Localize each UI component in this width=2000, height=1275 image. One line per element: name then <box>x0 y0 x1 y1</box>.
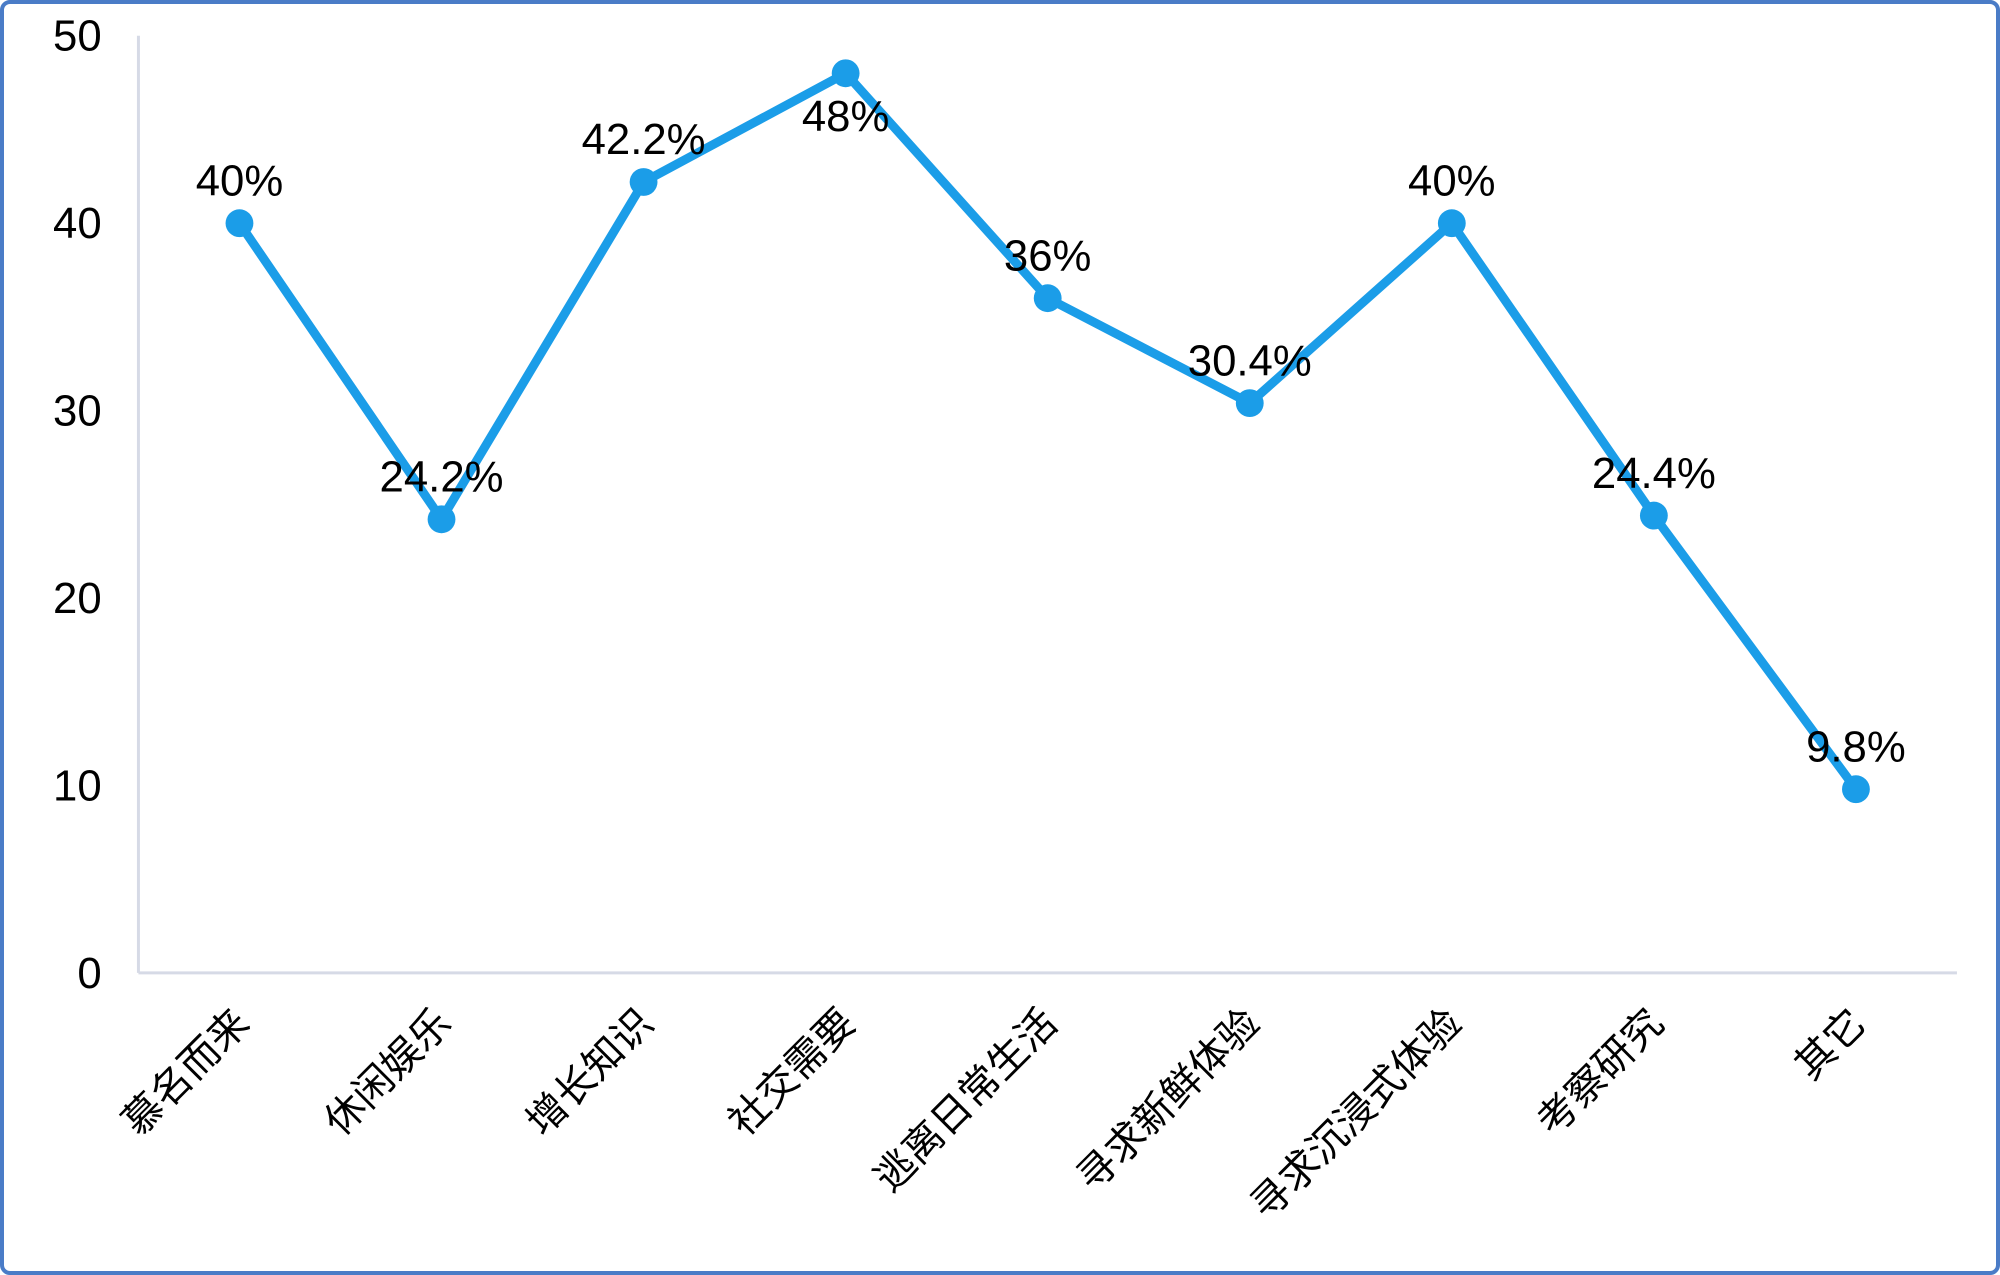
data-point-label: 40% <box>196 156 284 205</box>
data-point-marker <box>225 209 254 238</box>
data-point-marker <box>1842 775 1870 804</box>
y-tick-label: 20 <box>53 574 102 623</box>
data-point-label: 40% <box>1408 156 1496 205</box>
category-label: 寻求沉浸式体验 <box>1242 1001 1470 1229</box>
data-point-label: 42.2% <box>582 115 706 164</box>
category-label: 社交需要 <box>720 1001 863 1144</box>
line-chart: 0 10 20 30 40 50 慕名而来 休闲娱乐 增长知识 社交需要 逃离日常生活 寻求新鲜体验寻… <box>53 12 1957 1229</box>
category-label: 考察研究 <box>1529 1001 1672 1144</box>
category-label: 休闲娱乐 <box>316 1001 459 1144</box>
y-tick-label: 40 <box>53 199 102 248</box>
category-label: 其它 <box>1787 1001 1874 1088</box>
category-label: 寻求新鲜体验 <box>1068 1001 1268 1201</box>
data-point-marker <box>1033 284 1062 313</box>
data-point-marker <box>1639 501 1668 530</box>
data-point-marker <box>831 59 860 88</box>
series-line <box>234 68 1861 794</box>
category-label: 逃离日常生活 <box>866 1001 1066 1201</box>
data-point-label: 24.2% <box>380 453 504 502</box>
data-point-marker <box>427 505 456 534</box>
data-point-label: 24.4% <box>1592 449 1716 498</box>
category-label: 增长知识 <box>518 1001 661 1144</box>
category-label: 慕名而来 <box>114 1001 257 1144</box>
data-point-label: 30.4% <box>1188 336 1312 385</box>
data-point-marker <box>1437 209 1466 238</box>
y-tick-label: 50 <box>53 12 102 61</box>
y-tick-label: 0 <box>77 949 101 998</box>
data-point-label: 48% <box>802 92 890 141</box>
data-point-label: 9.8% <box>1806 722 1906 771</box>
data-point-label: 36% <box>1004 231 1092 280</box>
data-point-marker <box>1235 389 1264 418</box>
y-tick-label: 10 <box>53 761 102 810</box>
data-point-marker <box>629 168 658 196</box>
y-tick-label: 30 <box>53 387 102 436</box>
